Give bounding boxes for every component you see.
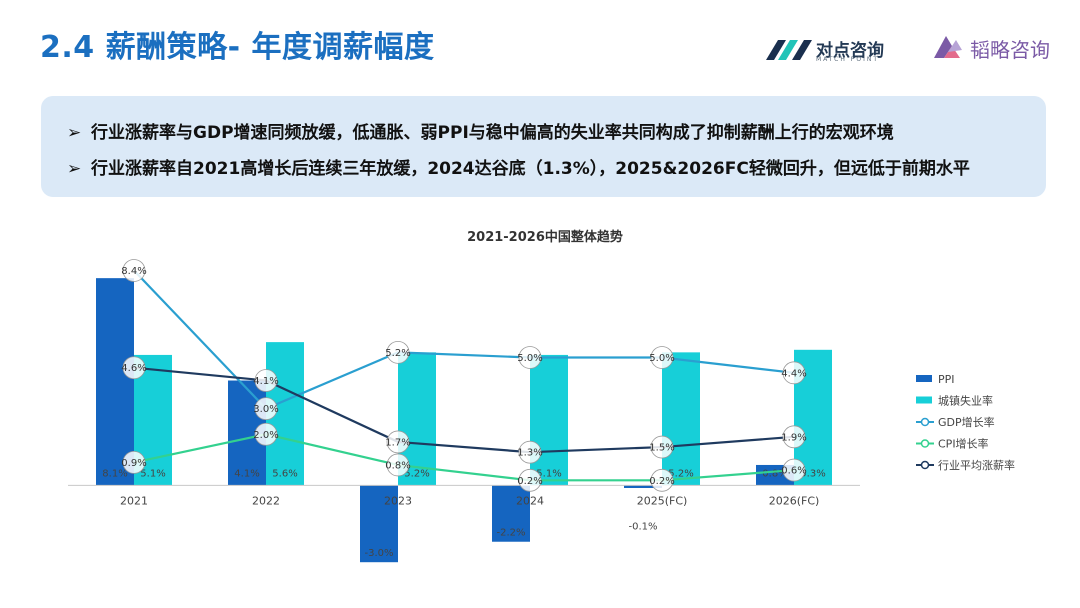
point-0-1 xyxy=(254,397,278,421)
bar-label-0-4: -0.1% xyxy=(628,521,657,532)
series-line-2 xyxy=(133,366,795,454)
point-label-2-1: 4.1% xyxy=(253,376,278,387)
bar-unemployment-3 xyxy=(530,354,568,486)
bar-label-1-1: 5.6% xyxy=(272,468,297,479)
point-2-1 xyxy=(254,369,278,392)
point-2-4 xyxy=(650,435,674,459)
point-0-0 xyxy=(122,259,146,282)
bar-label-0-1: 4.1% xyxy=(234,468,259,479)
legend-marker-3 xyxy=(920,439,930,448)
bar-label-1-4: 5.2% xyxy=(668,468,693,479)
point-label-0-1: 3.0% xyxy=(253,404,278,415)
point-2-2 xyxy=(386,430,410,454)
bullet-arrow-icon: ➢ xyxy=(67,123,82,143)
point-0-4 xyxy=(650,346,674,369)
match-point-logo: 对点咨询 MATCH POINT xyxy=(764,34,904,64)
legend-label-0: PPI xyxy=(938,373,955,386)
x-tick-label-0: 2021 xyxy=(120,494,148,507)
bar-ppi-4 xyxy=(624,485,662,488)
point-label-0-2: 5.2% xyxy=(385,348,410,359)
point-2-5 xyxy=(782,425,806,449)
point-1-3 xyxy=(518,468,542,492)
bar-label-1-5: 5.3% xyxy=(800,468,825,479)
point-label-2-4: 1.5% xyxy=(649,443,674,454)
bar-label-1-0: 5.1% xyxy=(140,468,165,479)
point-1-2 xyxy=(386,453,410,477)
point-label-1-5: 0.6% xyxy=(781,466,806,477)
point-label-2-5: 1.9% xyxy=(781,432,806,443)
summary-text-1: 行业涨薪率与GDP增速同频放缓，低通胀、弱PPI与稳中偏高的失业率共同构成了抑制… xyxy=(91,123,894,143)
point-label-2-2: 1.7% xyxy=(385,437,410,448)
series-line-1 xyxy=(133,433,795,482)
point-label-2-0: 4.6% xyxy=(121,363,146,374)
legend-swatch-1 xyxy=(916,396,932,404)
point-label-0-0: 8.4% xyxy=(121,266,146,277)
x-tick-label-2: 2023 xyxy=(384,494,412,507)
bar-label-0-0: 8.1% xyxy=(102,468,127,479)
taolue-logo: 韬略咨询 xyxy=(930,32,1060,62)
series-line-0 xyxy=(133,269,795,410)
point-0-2 xyxy=(386,340,410,364)
bar-ppi-3 xyxy=(492,485,530,542)
taolue-logo-name: 韬略咨询 xyxy=(970,38,1050,62)
point-1-0 xyxy=(122,451,146,474)
point-label-1-4: 0.2% xyxy=(649,476,674,487)
bar-ppi-0 xyxy=(96,278,134,486)
chart-title: 2021-2026中国整体趋势 xyxy=(467,229,623,245)
point-1-5 xyxy=(782,458,806,482)
legend-swatch-0 xyxy=(916,375,932,382)
legend-marker-2 xyxy=(920,417,930,427)
point-1-4 xyxy=(650,468,674,492)
point-0-3 xyxy=(518,346,542,369)
bar-label-1-2: 5.2% xyxy=(404,468,429,479)
point-2-0 xyxy=(122,356,146,380)
bar-label-0-5: 0.8% xyxy=(762,468,787,479)
bar-label-0-2: -3.0% xyxy=(364,548,393,559)
summary-line-2: ➢ 行业涨薪率自2021高增长后连续三年放缓，2024达谷底（1.3%），2025… xyxy=(67,154,970,179)
legend-label-2: GDP增长率 xyxy=(938,415,995,429)
legend-label-4: 行业平均涨薪率 xyxy=(938,458,1015,472)
point-2-3 xyxy=(518,440,542,464)
point-1-1 xyxy=(254,422,278,446)
page-title: 2.4 薪酬策略- 年度调薪幅度 xyxy=(40,30,435,65)
summary-text-2: 行业涨薪率自2021高增长后连续三年放缓，2024达谷底（1.3%），2025&… xyxy=(91,159,970,179)
match-point-logo-icon xyxy=(766,40,812,60)
bar-label-1-3: 5.1% xyxy=(536,468,561,479)
x-tick-label-3: 2024 xyxy=(516,494,544,507)
taolue-logo-icon xyxy=(934,36,962,58)
x-tick-label-5: 2026(FC) xyxy=(769,494,820,507)
point-label-0-4: 5.0% xyxy=(649,353,674,364)
point-0-5 xyxy=(782,361,806,385)
legend-label-3: CPI增长率 xyxy=(938,437,989,451)
point-label-1-3: 0.2% xyxy=(517,476,542,487)
point-label-0-3: 5.0% xyxy=(517,353,542,364)
summary-line-1: ➢ 行业涨薪率与GDP增速同频放缓，低通胀、弱PPI与稳中偏高的失业率共同构成了抑… xyxy=(67,118,894,143)
legend-label-1: 城镇失业率 xyxy=(938,394,993,408)
point-label-1-0: 0.9% xyxy=(121,458,146,469)
bar-ppi-2 xyxy=(360,485,398,563)
bar-unemployment-4 xyxy=(662,352,700,486)
x-tick-label-1: 2022 xyxy=(252,494,280,507)
trend-chart: 2021-2026中国整体趋势 2021 2022 2023 2024 2025(FC) 2… xyxy=(68,229,1015,563)
match-point-logo-name: 对点咨询 xyxy=(816,41,884,61)
match-point-logo-sub: MATCH POINT xyxy=(816,56,880,63)
point-label-2-3: 1.3% xyxy=(517,448,542,459)
point-label-0-5: 4.4% xyxy=(781,368,806,379)
point-label-1-2: 0.8% xyxy=(385,460,410,471)
point-label-1-1: 2.0% xyxy=(253,430,278,441)
x-tick-label-4: 2025(FC) xyxy=(637,494,688,507)
summary-box: ➢ 行业涨薪率与GDP增速同频放缓，低通胀、弱PPI与稳中偏高的失业率共同构成了抑… xyxy=(41,96,1046,197)
bar-label-0-3: -2.2% xyxy=(496,528,525,539)
legend-marker-4 xyxy=(920,460,930,470)
bullet-arrow-icon: ➢ xyxy=(67,159,82,179)
